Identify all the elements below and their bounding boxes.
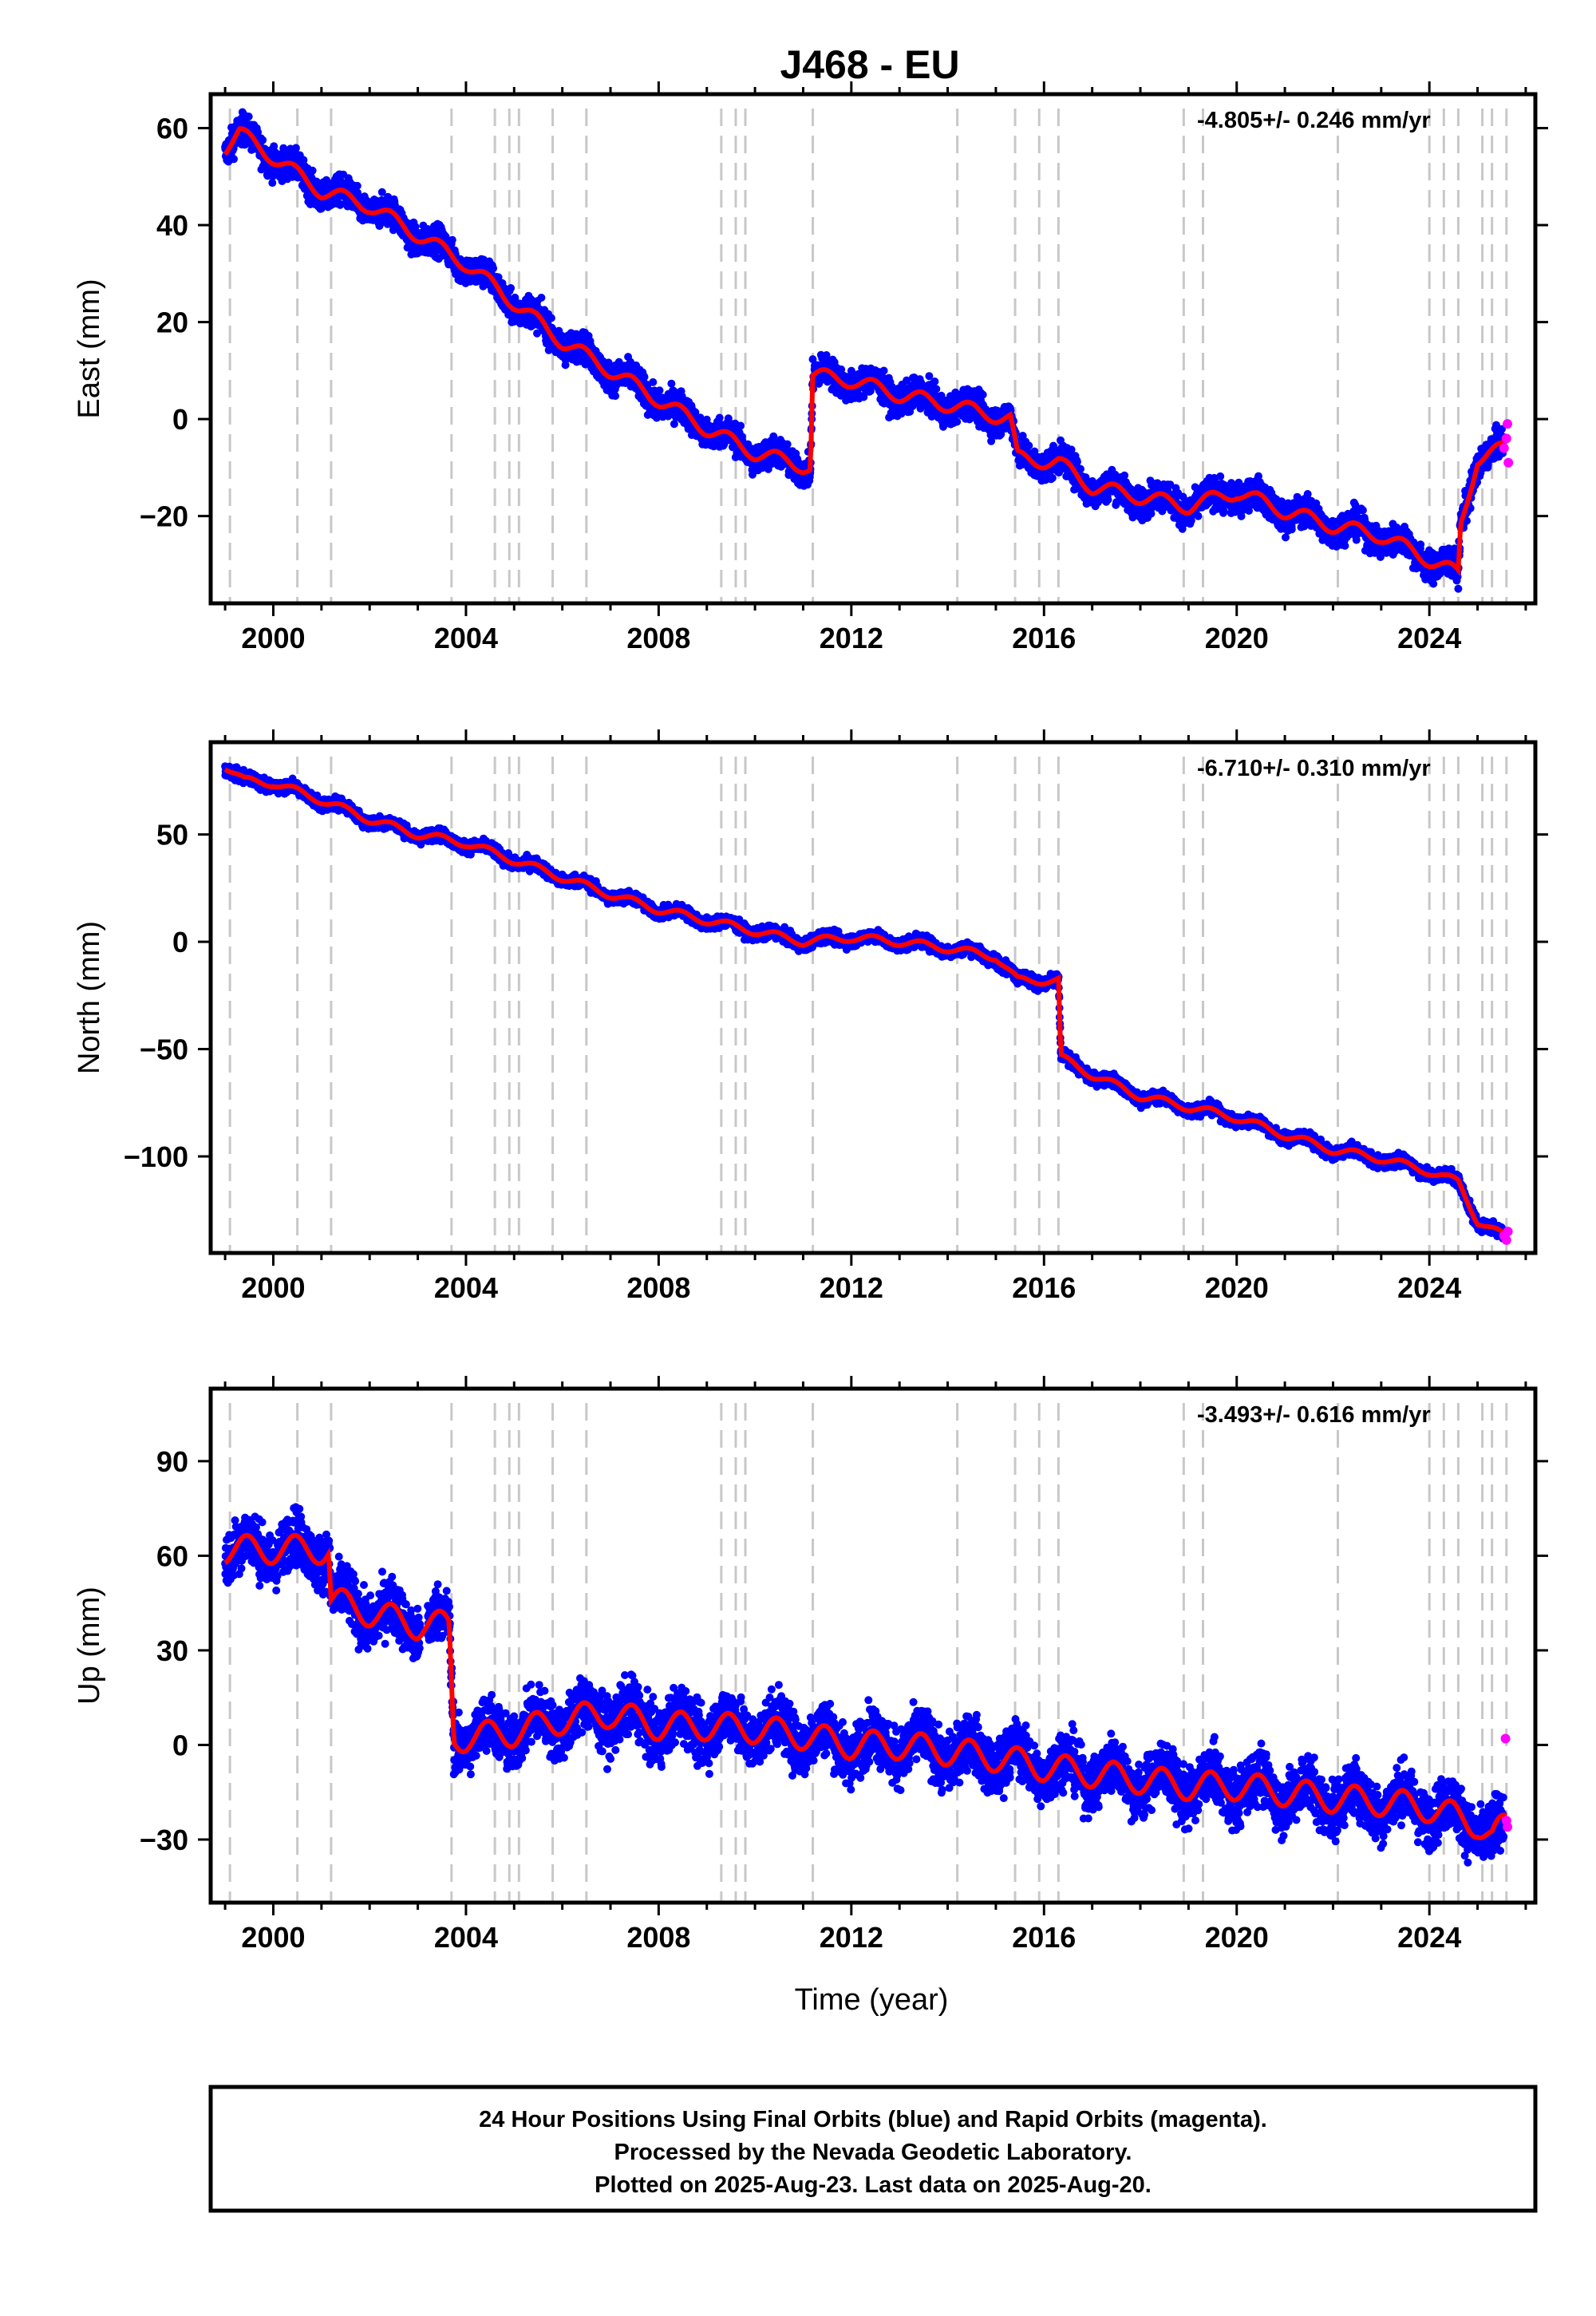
final-orbit-point: [411, 223, 420, 231]
final-orbit-point: [932, 385, 941, 393]
final-orbit-point: [254, 128, 263, 136]
final-orbit-point: [528, 321, 537, 330]
final-orbit-point: [808, 355, 817, 364]
final-orbit-point: [1073, 457, 1081, 466]
final-orbit-point: [1120, 471, 1129, 480]
final-orbit-point: [299, 156, 308, 164]
final-orbit-point: [353, 181, 361, 190]
final-orbit-point: [715, 413, 724, 422]
final-orbit-point: [1194, 512, 1203, 520]
final-orbit-point: [511, 293, 519, 302]
final-orbit-point: [494, 273, 503, 282]
final-orbit-point: [640, 373, 649, 381]
chart-title: J468 - EU: [780, 42, 959, 87]
final-orbit-point: [537, 294, 546, 302]
final-orbit-point: [377, 188, 386, 196]
final-orbit-point: [953, 417, 962, 426]
final-orbit-point: [259, 136, 267, 144]
final-orbit-point: [1025, 441, 1033, 450]
final-orbit-point: [670, 420, 678, 429]
final-orbit-point: [903, 376, 911, 385]
final-orbit-point: [230, 155, 238, 164]
final-orbit-point: [649, 377, 658, 386]
final-orbit-point: [533, 329, 541, 338]
final-orbit-point: [1048, 473, 1057, 482]
final-orbit-point: [879, 366, 888, 375]
final-orbit-point: [930, 377, 939, 385]
final-orbit-point: [611, 392, 620, 401]
final-orbit-point: [507, 284, 516, 292]
final-orbit-point: [925, 372, 934, 381]
final-orbit-point: [696, 413, 705, 422]
final-orbit-point: [1077, 464, 1084, 473]
final-orbit-point: [978, 390, 987, 399]
final-orbit-point: [291, 144, 300, 152]
final-orbit-point: [691, 408, 700, 417]
final-orbit-point: [558, 331, 566, 340]
final-orbit-point: [1104, 496, 1112, 504]
final-orbit-point: [749, 470, 757, 479]
final-orbit-point: [547, 314, 555, 322]
final-orbit-point: [655, 386, 664, 395]
final-orbit-point: [1287, 525, 1296, 534]
final-orbit-point: [308, 166, 317, 175]
final-orbit-point: [448, 235, 456, 244]
final-orbit-point: [244, 113, 253, 121]
final-orbit-point: [1216, 472, 1225, 480]
final-orbit-point: [737, 421, 745, 430]
final-orbit-point: [268, 179, 277, 188]
final-orbit-point: [270, 142, 279, 151]
final-orbit-point: [769, 432, 778, 441]
final-orbit-point: [489, 264, 498, 273]
final-orbit-point: [667, 379, 676, 388]
final-orbit-point: [783, 440, 792, 449]
